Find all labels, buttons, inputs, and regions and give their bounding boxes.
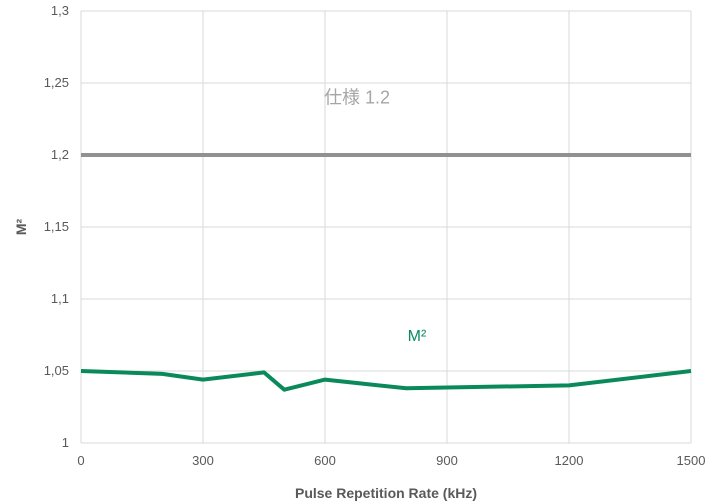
x-tick-label: 600 bbox=[314, 453, 336, 468]
series-label: M² bbox=[408, 328, 427, 345]
x-axis-ticks: 0 300 600 900 1200 1500 bbox=[77, 453, 705, 468]
x-tick-label: 1200 bbox=[555, 453, 584, 468]
y-tick-label: 1,25 bbox=[44, 75, 69, 90]
series-line-m2 bbox=[80, 369, 692, 392]
y-tick-label: 1 bbox=[62, 435, 69, 450]
y-tick-label: 1,15 bbox=[44, 219, 69, 234]
grid bbox=[80, 10, 692, 444]
y-axis-title: M² bbox=[13, 219, 29, 236]
x-axis-title: Pulse Repetition Rate (kHz) bbox=[295, 485, 477, 501]
y-tick-label: 1,2 bbox=[51, 147, 69, 162]
annotations: 仕様 1.2 M² bbox=[324, 87, 427, 345]
y-tick-label: 1,05 bbox=[44, 363, 69, 378]
y-tick-label: 1,1 bbox=[51, 291, 69, 306]
x-tick-label: 900 bbox=[436, 453, 458, 468]
y-tick-label: 1,3 bbox=[51, 3, 69, 18]
y-axis-ticks: 1 1,05 1,1 1,15 1,2 1,25 1,3 bbox=[44, 3, 69, 450]
spec-reference-label: 仕様 1.2 bbox=[324, 87, 390, 107]
x-tick-label: 0 bbox=[77, 453, 84, 468]
x-tick-label: 300 bbox=[192, 453, 214, 468]
x-tick-label: 1500 bbox=[677, 453, 706, 468]
series bbox=[80, 369, 692, 392]
